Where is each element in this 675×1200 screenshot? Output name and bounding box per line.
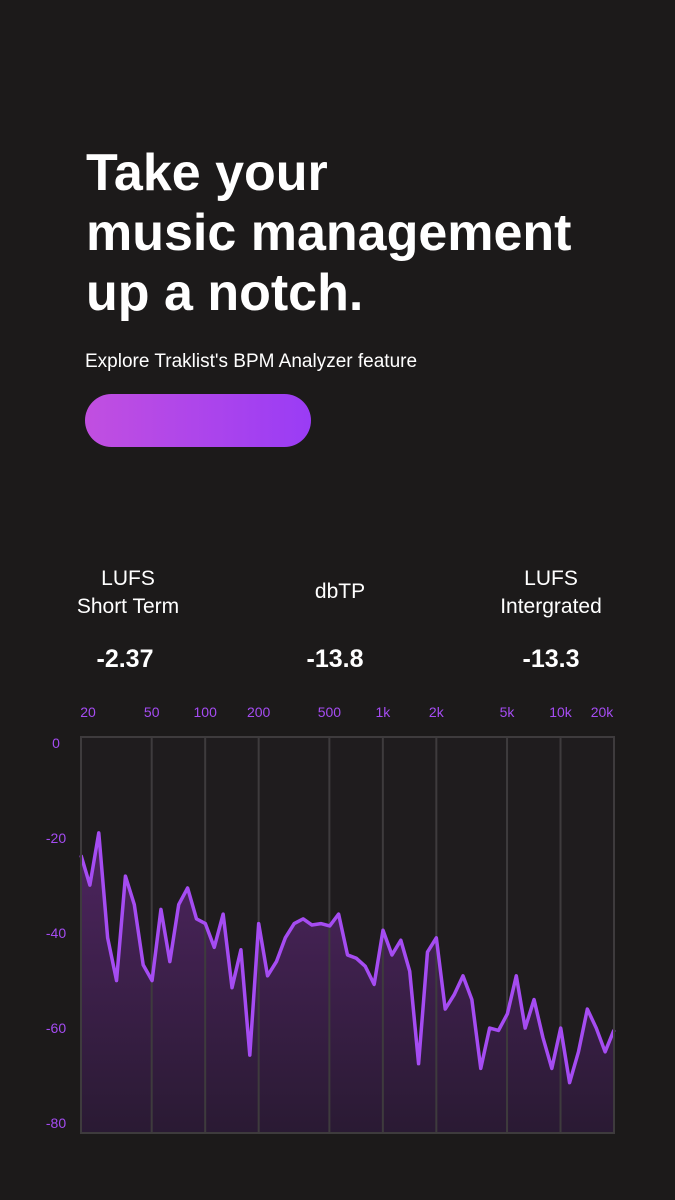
metric-label: Intergrated [500,595,602,618]
y-tick-label: -80 [46,1115,66,1131]
y-tick-label: -20 [46,830,66,846]
metric-label: LUFS [101,567,155,590]
metric-value: -13.8 [307,645,364,673]
headline: music management [86,204,572,262]
plot-border [80,736,615,1134]
spectrum-line [79,831,616,1085]
metric-label: Short Term [77,595,179,618]
spectrum-area [81,832,614,1133]
x-tick-label: 5k [500,704,516,720]
y-tick-label: -40 [46,925,66,941]
y-tick-label: 0 [52,735,60,751]
metric-value: -2.37 [97,645,154,673]
spectrum-chart: 20 50 100 200 500 1k 2k 5k 10k 20k 0 -20 -40 -60 -80 [46,704,616,1134]
x-tick-label: 1k [375,704,391,720]
x-tick-label: 500 [318,704,342,720]
x-tick-label: 10k [549,704,573,720]
x-tick-label: 200 [247,704,271,720]
metric-label: LUFS [524,567,578,590]
x-tick-label: 2k [429,704,445,720]
cta-button[interactable] [85,394,311,447]
x-tick-label: 20 [80,704,96,720]
subtitle: Explore Traklist's BPM Analyzer feature [85,351,417,372]
headline: up a notch. [86,264,363,322]
x-tick-label: 20k [591,704,615,720]
metric-value: -13.3 [523,645,580,673]
y-tick-label: -60 [46,1020,66,1036]
x-tick-label: 50 [144,704,160,720]
x-tick-label: 100 [194,704,218,720]
metric-label: dbTP [315,580,365,603]
headline: Take your [86,144,328,202]
